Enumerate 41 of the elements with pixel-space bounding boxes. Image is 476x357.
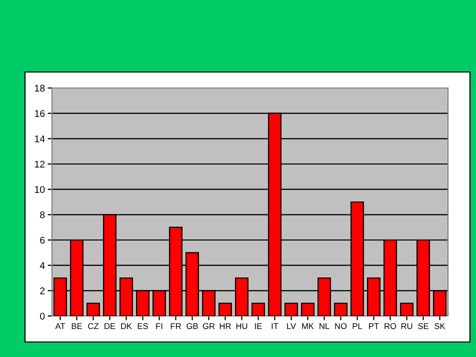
x-tick-label: HR bbox=[220, 323, 231, 329]
bar bbox=[284, 302, 298, 316]
bar bbox=[400, 302, 414, 316]
bar bbox=[86, 302, 100, 316]
bar bbox=[218, 302, 232, 316]
y-tick-label: 12 bbox=[34, 160, 45, 168]
x-tick-label: LV bbox=[287, 323, 296, 329]
x-tick-label: IT bbox=[272, 323, 278, 329]
x-tick-label: ES bbox=[138, 323, 148, 330]
x-tick-label: NL bbox=[320, 323, 330, 329]
x-tick-label: SE bbox=[418, 323, 428, 330]
x-tick-label: IE bbox=[255, 323, 262, 329]
y-tick-label: 10 bbox=[34, 186, 45, 193]
x-tick-label: DE bbox=[104, 323, 116, 329]
bar bbox=[252, 302, 265, 316]
x-tick-label: NO bbox=[335, 323, 347, 330]
x-tick-label: DK bbox=[121, 323, 132, 329]
x-tick-label: CZ bbox=[88, 323, 99, 330]
x-tick-label: MK bbox=[302, 323, 314, 329]
x-tick-label: GB bbox=[186, 323, 198, 330]
x-tick-label: RU bbox=[401, 323, 412, 330]
x-tick-label: FI bbox=[156, 323, 162, 329]
x-tick-label: SK bbox=[434, 323, 446, 330]
bar bbox=[301, 302, 314, 316]
x-tick-label: HU bbox=[236, 323, 248, 330]
x-tick-label: PT bbox=[369, 323, 379, 329]
y-tick-label: 16 bbox=[34, 110, 45, 117]
x-tick-label: BE bbox=[72, 323, 82, 329]
y-tick-label: 6 bbox=[40, 236, 45, 244]
y-tick-label: 8 bbox=[40, 211, 45, 218]
y-tick-label: 14 bbox=[34, 136, 45, 142]
y-tick-label: 2 bbox=[40, 287, 45, 294]
y-tick-label: 4 bbox=[40, 262, 45, 269]
x-tick-label: GR bbox=[202, 323, 215, 330]
y-tick-label: 18 bbox=[34, 84, 45, 92]
bar bbox=[334, 302, 348, 316]
x-tick-label: RO bbox=[384, 323, 396, 330]
x-tick-label: FR bbox=[170, 323, 181, 329]
x-tick-label: PL bbox=[352, 323, 362, 329]
x-tick-label: AT bbox=[55, 323, 66, 329]
y-tick-label: 0 bbox=[40, 312, 45, 320]
